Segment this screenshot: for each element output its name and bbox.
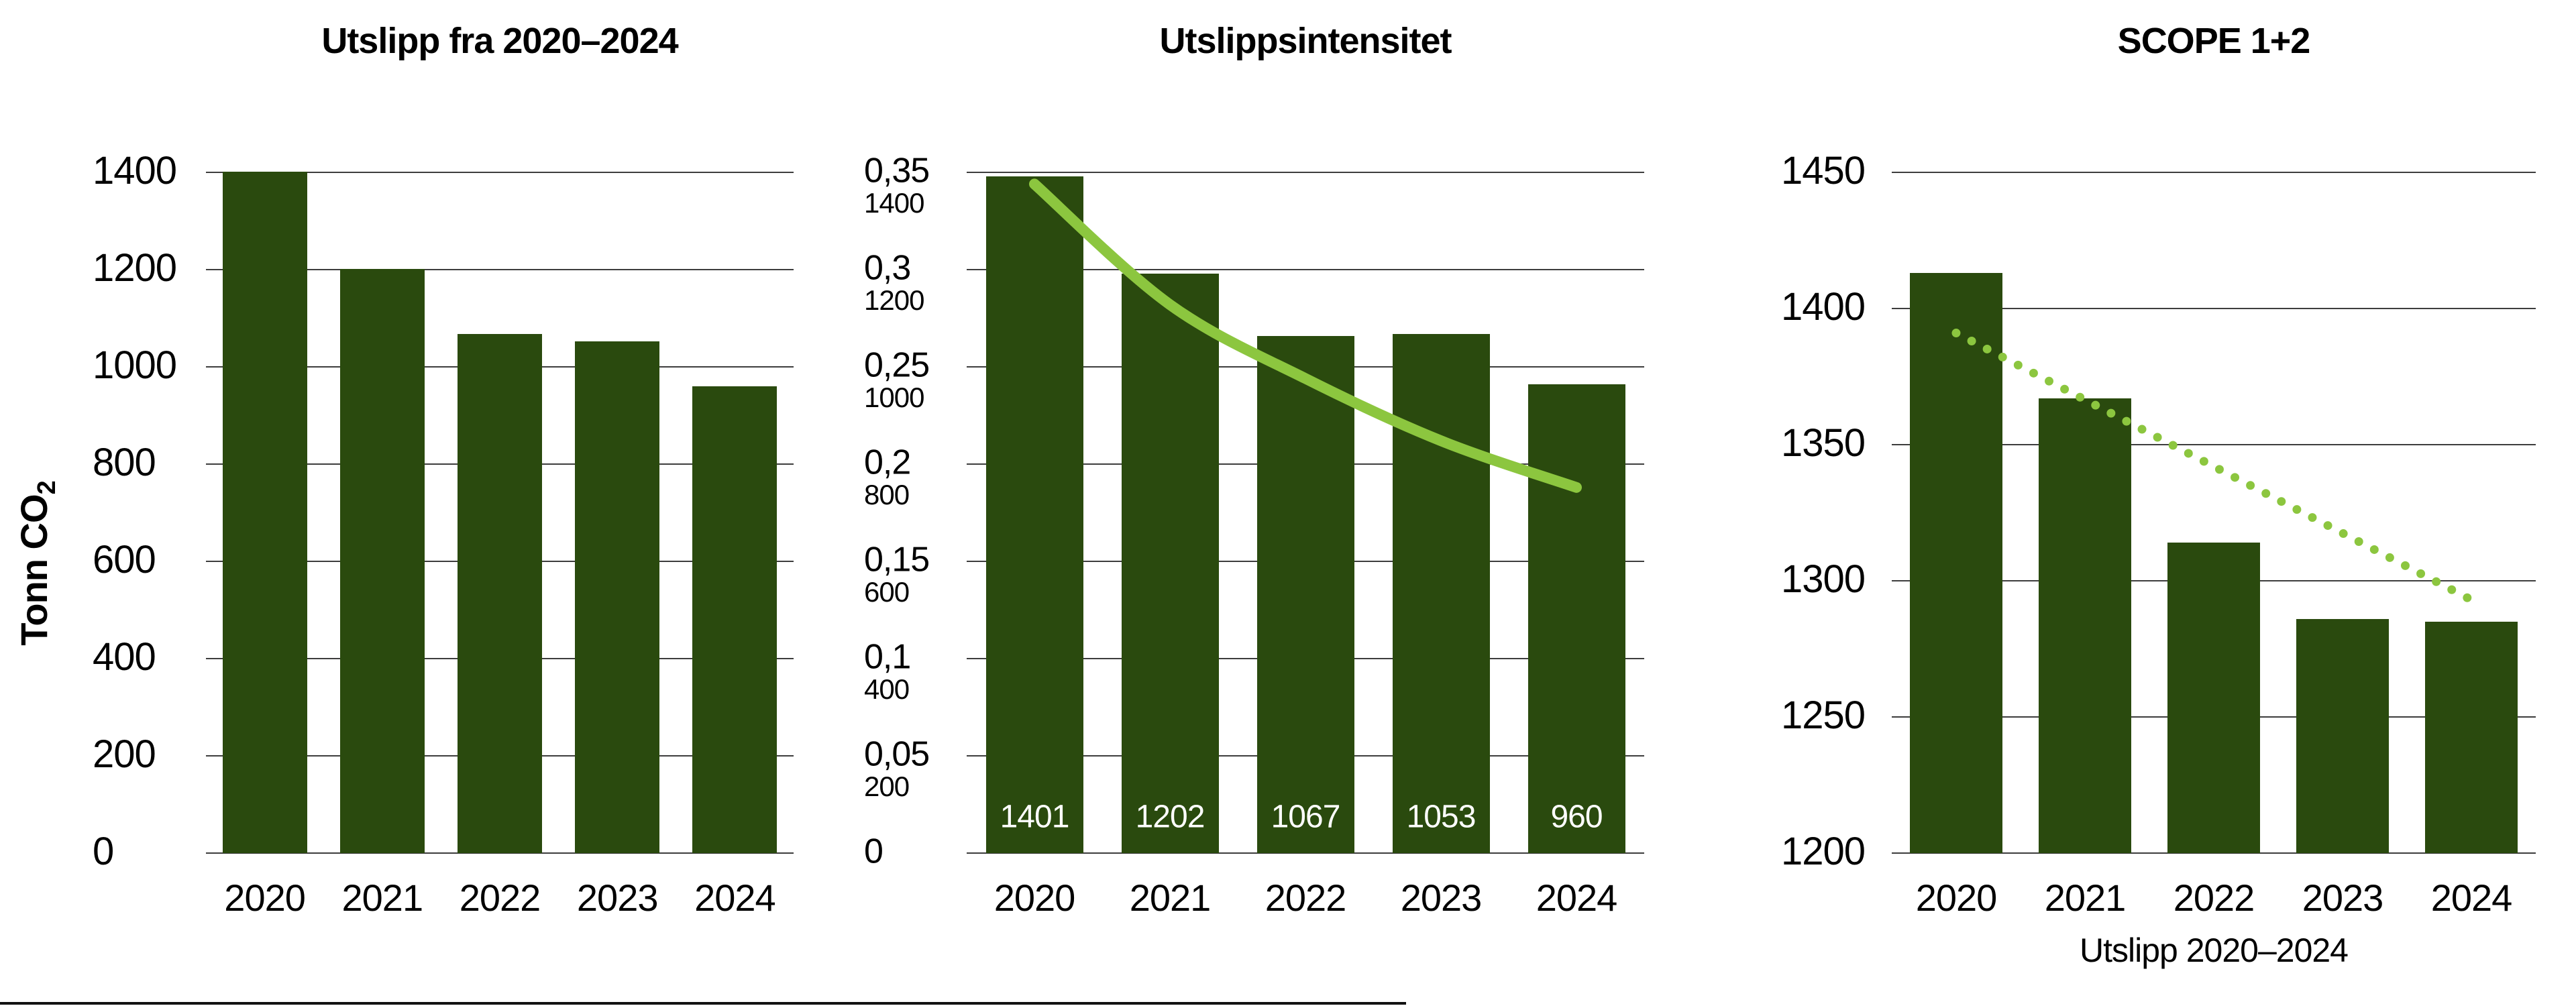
gridline	[967, 852, 1644, 854]
bar-2024	[2425, 621, 2518, 853]
y-tick-label: 1000	[93, 343, 177, 387]
x-tick-label: 2020	[994, 877, 1076, 919]
x-tick-label: 2023	[1400, 877, 1483, 919]
y-tick-label: 0	[864, 832, 883, 871]
y-tick-label: 0,1	[864, 637, 911, 677]
bar-2023	[575, 341, 660, 853]
x-tick-label: 2020	[224, 877, 306, 919]
bar-2022	[458, 334, 542, 853]
y-tick-label: 1400	[1781, 284, 1866, 329]
y-tick-label: 0,15	[864, 540, 930, 579]
gridline	[1892, 852, 2536, 854]
secondary-y-tick-label: 1000	[864, 382, 924, 414]
x-tick-label: 2022	[2173, 877, 2255, 919]
x-tick-label: 2022	[1265, 877, 1347, 919]
bar-2024	[1527, 384, 1625, 853]
x-tick-label: 2023	[2302, 877, 2384, 919]
chart1-y-axis-title: Tonn CO2	[12, 481, 62, 645]
y-tick-label: 0,05	[864, 734, 930, 774]
secondary-y-tick-label: 200	[864, 771, 910, 803]
secondary-y-tick-label: 1200	[864, 284, 924, 317]
bar-2020	[985, 176, 1083, 853]
chart2-title: Utslippsintensitet	[1159, 21, 1452, 61]
gridline	[1892, 172, 2536, 173]
bar-2023	[2296, 618, 2389, 853]
bar-2021	[1121, 273, 1219, 853]
y-tick-label: 0	[93, 829, 114, 873]
bar-2020	[222, 172, 307, 853]
x-tick-label: 2023	[576, 877, 659, 919]
bar-value-label: 960	[1550, 799, 1603, 835]
y-tick-label: 1250	[1781, 693, 1866, 737]
chart1-title: Utslipp fra 2020–2024	[321, 21, 678, 61]
chart3-x-axis-title: Utslipp 2020–2024	[2080, 932, 2349, 969]
secondary-y-tick-label: 600	[864, 576, 910, 608]
x-tick-label: 2021	[2044, 877, 2127, 919]
gridline	[967, 172, 1644, 173]
bar-2021	[339, 268, 425, 853]
bar-2024	[692, 386, 777, 853]
secondary-y-tick-label: 800	[864, 479, 910, 511]
gridline	[206, 852, 794, 854]
y-tick-label: 1350	[1781, 421, 1866, 465]
y-tick-label: 0,25	[864, 345, 930, 385]
y-tick-label: 0,35	[864, 151, 930, 190]
bar-value-label: 1202	[1135, 799, 1205, 835]
y-tick-label: 1400	[93, 148, 177, 192]
x-tick-label: 2024	[694, 877, 776, 919]
bar-2022	[1256, 335, 1354, 853]
y-tick-label: 1200	[1781, 829, 1866, 873]
bar-2022	[2167, 543, 2260, 853]
y-tick-label: 600	[93, 537, 156, 581]
y-tick-label: 800	[93, 440, 156, 484]
bar-2020	[1910, 273, 2002, 853]
x-tick-label: 2024	[2430, 877, 2513, 919]
x-tick-label: 2020	[1915, 877, 1998, 919]
bar-2023	[1392, 333, 1490, 853]
y-tick-label: 1300	[1781, 557, 1866, 601]
gridline	[1892, 308, 2536, 309]
screenshot-bottom-edge-line	[0, 1002, 1406, 1005]
bar-2021	[2039, 398, 2131, 853]
y-tick-label: 0,3	[864, 248, 911, 288]
chart1-y-axis-title-text: Tonn CO	[13, 494, 55, 646]
secondary-y-tick-label: 1400	[864, 187, 924, 219]
x-tick-label: 2021	[1129, 877, 1212, 919]
x-tick-label: 2024	[1536, 877, 1618, 919]
x-tick-label: 2021	[341, 877, 424, 919]
chart3-title: SCOPE 1+2	[2117, 21, 2311, 61]
gridline	[206, 269, 794, 270]
y-tick-label: 1450	[1781, 148, 1866, 192]
y-tick-label: 400	[93, 634, 156, 679]
secondary-y-tick-label: 400	[864, 673, 910, 706]
bar-value-label: 1053	[1406, 799, 1477, 835]
y-tick-label: 0,2	[864, 443, 911, 482]
gridline	[206, 172, 794, 173]
y-tick-label: 1200	[93, 245, 177, 290]
x-tick-label: 2022	[459, 877, 541, 919]
y-tick-label: 200	[93, 732, 156, 776]
chart1-y-axis-title-subscript: 2	[33, 481, 61, 495]
bar-value-label: 1401	[1000, 799, 1070, 835]
bar-value-label: 1067	[1271, 799, 1341, 835]
